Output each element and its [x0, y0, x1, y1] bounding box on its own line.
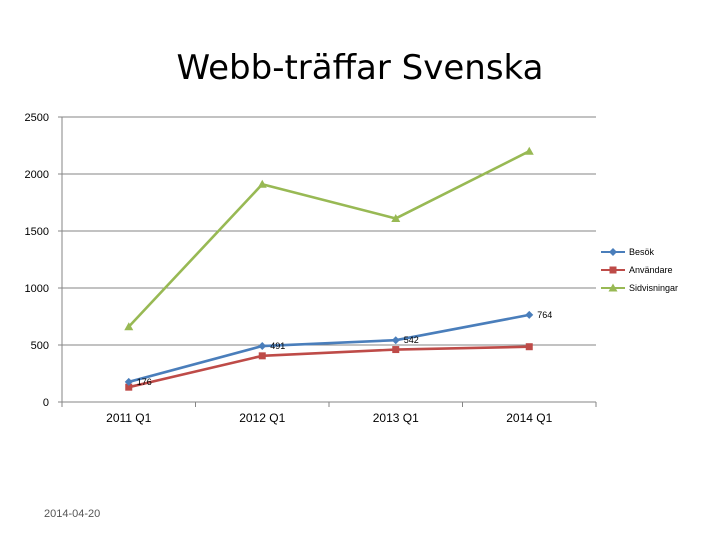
series-1-line — [128, 345, 530, 389]
data-label: 491 — [270, 341, 285, 351]
y-tick-label: 0 — [43, 397, 49, 409]
series-0-point — [124, 377, 133, 386]
legend-label: Sidvisningar — [629, 283, 678, 293]
series-0-point — [391, 336, 400, 345]
series-0-point — [258, 342, 267, 351]
chart-title: Webb-träffar Svenska — [176, 48, 544, 88]
series-1-point — [525, 343, 533, 351]
series-0-point — [525, 310, 534, 319]
grid-lines — [62, 116, 596, 346]
series-2-point — [257, 179, 267, 188]
x-tick-label: 2013 Q1 — [373, 411, 419, 425]
data-label: 542 — [404, 335, 419, 345]
series-2-point — [524, 146, 534, 155]
legend-label: Användare — [629, 265, 673, 275]
series-1-point — [392, 346, 400, 354]
y-tick-label: 2000 — [25, 169, 49, 181]
y-tick-label: 1000 — [25, 283, 49, 295]
y-tick-label: 2500 — [25, 112, 49, 124]
legend-marker — [608, 283, 618, 292]
series-2-point — [391, 213, 401, 222]
data-labels: 176 491 542 764 — [137, 310, 553, 387]
x-tick-label: 2011 Q1 — [106, 411, 151, 425]
series-0-line — [128, 313, 530, 384]
y-tick-label: 1500 — [25, 226, 49, 238]
legend-marker — [609, 248, 617, 256]
data-label: 764 — [537, 310, 552, 320]
series-1-point — [125, 383, 133, 391]
x-tick-label: 2012 Q1 — [239, 411, 285, 425]
x-tick-label: 2014 Q1 — [506, 411, 552, 425]
series-2-line — [127, 150, 530, 328]
series-2-point — [124, 322, 134, 331]
data-label: 176 — [137, 377, 152, 387]
footer-date: 2014-04-20 — [44, 508, 101, 520]
legend-marker — [609, 266, 617, 274]
legend: Besök Användare Sidvisningar — [601, 247, 678, 293]
series-lines — [124, 146, 534, 391]
axes: 0 500 1000 1500 2000 2500 2011 Q1 2012 Q1 2013 Q… — [25, 112, 597, 425]
y-tick-label: 500 — [31, 340, 49, 352]
legend-label: Besök — [629, 247, 655, 257]
series-1-point — [258, 352, 266, 360]
